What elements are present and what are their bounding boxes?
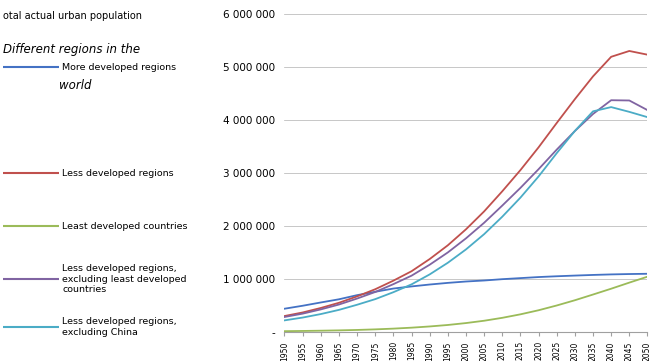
Text: Less developed regions,
excluding China: Less developed regions, excluding China [62,317,177,336]
Text: Less developed regions: Less developed regions [62,169,174,178]
Text: Less developed regions,
excluding least developed
countries: Less developed regions, excluding least … [62,264,186,294]
Text: Different regions in the: Different regions in the [3,43,141,56]
Text: Least developed countries: Least developed countries [62,222,188,231]
Text: More developed regions: More developed regions [62,63,177,72]
Text: otal actual urban population: otal actual urban population [3,11,143,21]
Text: world: world [59,79,92,92]
